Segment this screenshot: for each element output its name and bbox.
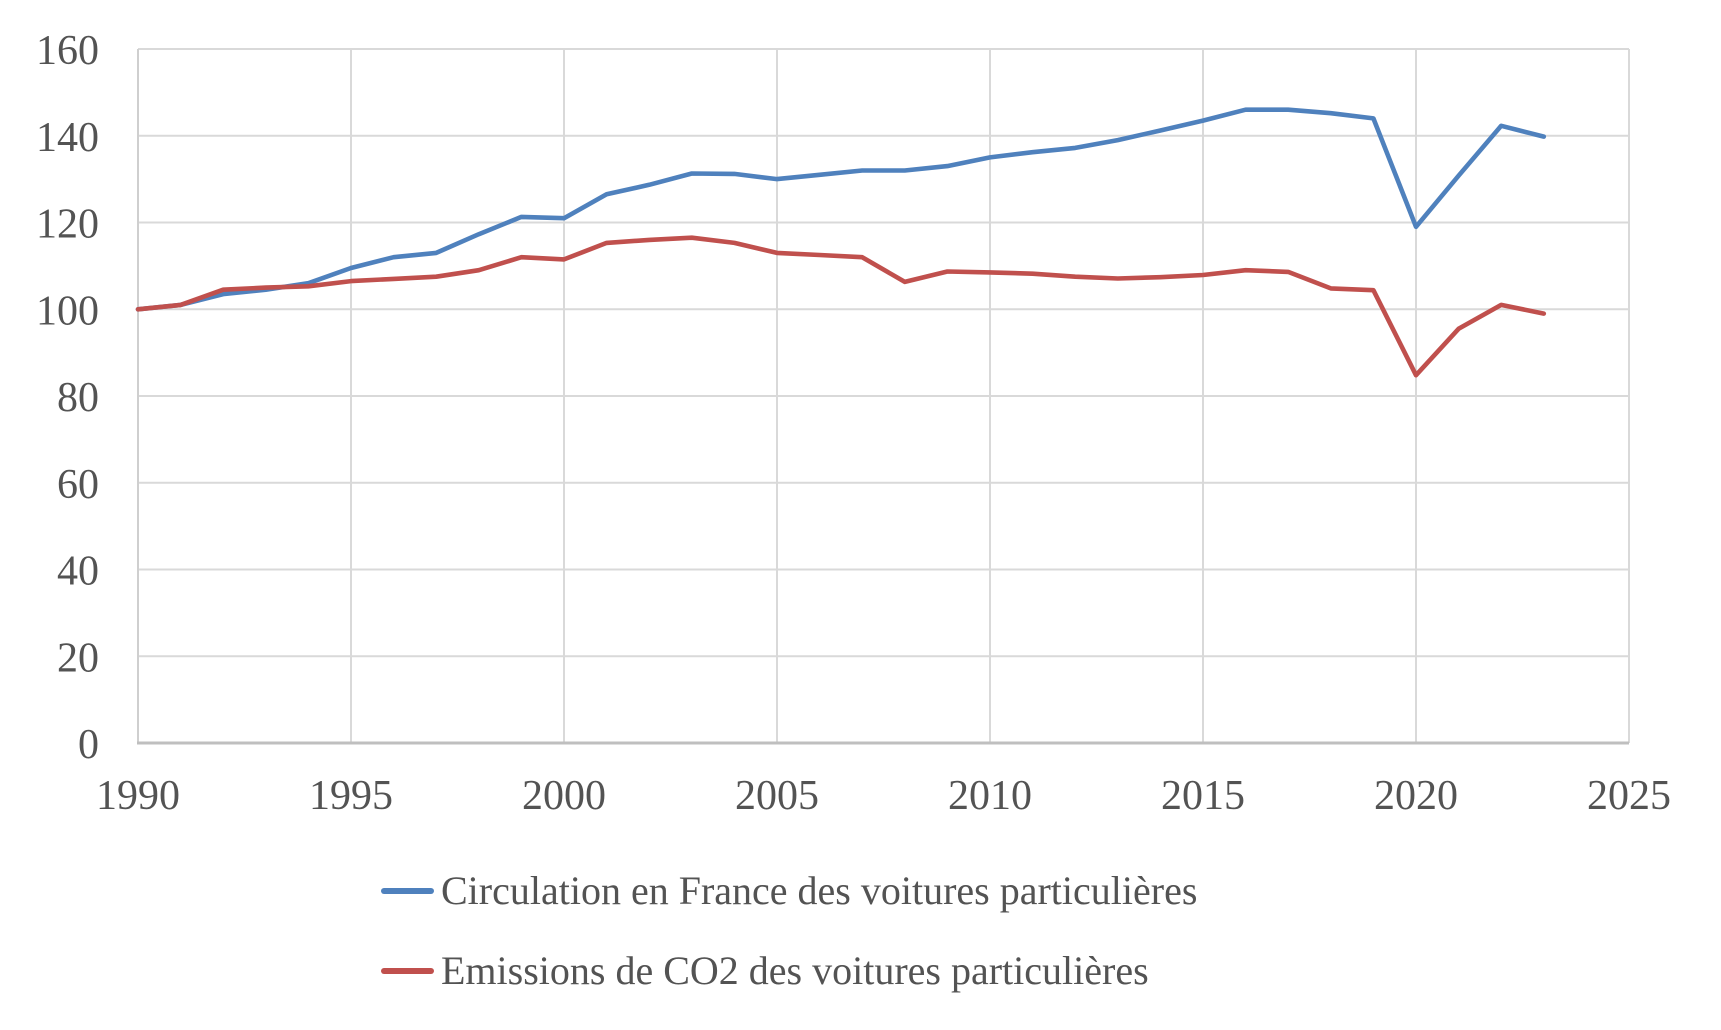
series-line-circulation (135, 107, 1547, 312)
legend-line-swatch-circulation (381, 888, 434, 894)
x-axis-tick-label: 2025 (1587, 773, 1671, 819)
y-axis-tick-label: 60 (57, 462, 99, 508)
series-line-emissions (135, 235, 1547, 378)
x-axis-tick-label: 2020 (1374, 773, 1458, 819)
y-axis-tick-label: 160 (36, 28, 99, 74)
y-axis-tick-label: 140 (36, 115, 99, 161)
plot-area: 0 20 40 60 80 100 120 140 160 1990 1995 2000 2005 201… (36, 28, 1671, 819)
y-axis-tick-label: 40 (57, 549, 99, 595)
x-axis-tick-label: 1995 (309, 773, 393, 819)
legend-label-circulation: Circulation en France des voitures parti… (441, 868, 1198, 913)
legend-item-emissions: Emissions de CO2 des voitures particuliè… (381, 944, 1197, 998)
x-axis-tick-label: 2015 (1161, 773, 1245, 819)
y-axis-tick-label: 0 (78, 722, 99, 768)
legend-line-swatch-emissions (381, 968, 434, 974)
y-axis-tick-label: 100 (36, 288, 99, 334)
chart-legend: Circulation en France des voitures parti… (381, 864, 1197, 998)
x-axis-tick-label: 2010 (948, 773, 1032, 819)
y-axis-tick-label: 120 (36, 202, 99, 248)
legend-item-circulation: Circulation en France des voitures parti… (381, 864, 1197, 918)
x-axis-tick-label: 1990 (96, 773, 180, 819)
y-axis-tick-label: 80 (57, 375, 99, 421)
x-axis-tick-label: 2000 (522, 773, 606, 819)
x-axis-tick-label: 2005 (735, 773, 819, 819)
y-axis-tick-label: 20 (57, 635, 99, 681)
legend-label-emissions: Emissions de CO2 des voitures particuliè… (441, 948, 1149, 993)
